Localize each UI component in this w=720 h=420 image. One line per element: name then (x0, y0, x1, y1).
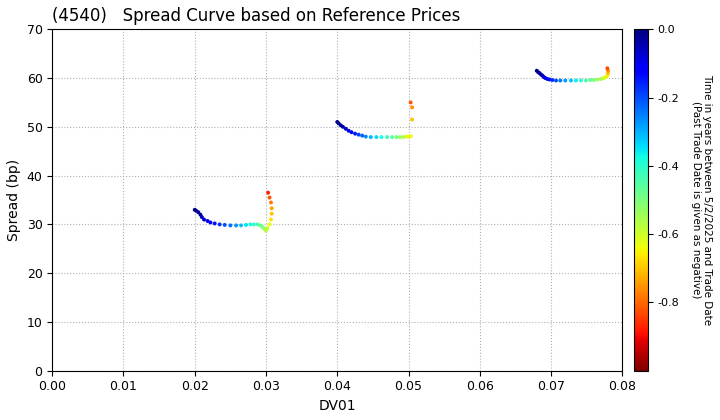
Point (544, 76, 555, 83)
Point (595, 76, 607, 82)
Point (196, 214, 207, 220)
Point (264, 221, 275, 228)
Point (331, 118, 343, 125)
Point (245, 221, 256, 228)
Point (258, 225, 269, 232)
Point (395, 134, 406, 140)
Point (225, 222, 236, 229)
Point (349, 130, 361, 137)
Point (376, 134, 387, 140)
Point (335, 122, 346, 129)
Point (209, 220, 220, 227)
Point (256, 223, 268, 230)
Point (356, 132, 368, 139)
Point (266, 210, 277, 217)
Point (565, 77, 577, 84)
Point (333, 120, 344, 127)
Point (387, 134, 398, 140)
Point (406, 116, 418, 123)
Point (400, 133, 412, 140)
Point (214, 221, 225, 228)
Point (264, 194, 275, 201)
Point (337, 123, 348, 130)
Point (602, 67, 613, 74)
Point (194, 211, 206, 218)
Point (575, 77, 587, 84)
Point (559, 77, 571, 84)
Point (248, 221, 260, 228)
Point (262, 189, 274, 196)
Point (382, 134, 393, 140)
Point (585, 77, 596, 84)
Point (219, 221, 230, 228)
Point (592, 76, 603, 83)
Point (261, 225, 273, 232)
Point (405, 99, 416, 106)
Point (397, 134, 409, 140)
Point (570, 77, 582, 84)
Point (600, 74, 612, 81)
Point (340, 126, 351, 132)
Point (402, 133, 414, 140)
Point (346, 129, 357, 136)
Point (190, 207, 202, 214)
Point (538, 74, 549, 81)
Y-axis label: Spread (bp): Spread (bp) (7, 159, 21, 241)
Point (534, 70, 545, 76)
Point (391, 134, 402, 140)
Point (536, 72, 548, 79)
Point (588, 77, 600, 84)
Point (198, 216, 210, 223)
Point (602, 70, 613, 76)
Point (580, 77, 592, 84)
Point (533, 69, 544, 76)
Point (539, 75, 551, 81)
Point (252, 221, 264, 228)
Point (535, 71, 546, 78)
X-axis label: DV01: DV01 (318, 399, 356, 413)
Point (365, 134, 377, 140)
Point (405, 133, 416, 139)
Y-axis label: Time in years between 5/2/2025 and Trade Date
(Past Trade Date is given as negat: Time in years between 5/2/2025 and Trade… (690, 74, 712, 326)
Point (602, 65, 613, 72)
Point (255, 222, 266, 229)
Point (371, 134, 382, 140)
Point (259, 226, 271, 233)
Point (353, 131, 364, 138)
Point (265, 199, 276, 206)
Point (265, 216, 276, 223)
Point (230, 222, 242, 229)
Point (531, 67, 543, 74)
Point (204, 219, 216, 226)
Point (235, 222, 247, 229)
Point (189, 206, 200, 213)
Point (550, 77, 562, 84)
Point (343, 127, 354, 134)
Point (541, 76, 553, 82)
Point (360, 133, 372, 140)
Point (192, 209, 204, 215)
Point (546, 77, 558, 84)
Text: (4540)   Spread Curve based on Reference Prices: (4540) Spread Curve based on Reference P… (53, 7, 461, 25)
Point (240, 221, 252, 228)
Point (406, 104, 418, 111)
Point (602, 72, 613, 79)
Point (554, 77, 566, 84)
Point (202, 218, 213, 224)
Point (260, 227, 271, 234)
Point (598, 75, 610, 81)
Point (266, 205, 277, 212)
